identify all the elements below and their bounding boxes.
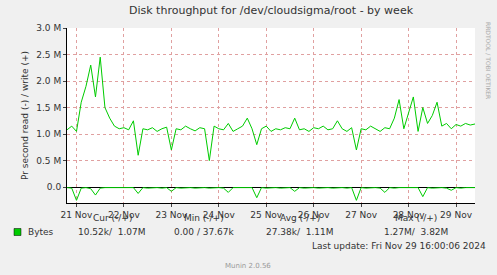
svg-text:0.5 M: 0.5 M — [36, 156, 61, 166]
svg-text:3.0 M: 3.0 M — [36, 23, 61, 33]
svg-text:10.52k/ 1.07M: 10.52k/ 1.07M — [78, 227, 146, 237]
svg-text:2.0 M: 2.0 M — [36, 76, 61, 86]
svg-text:28 Nov: 28 Nov — [393, 210, 426, 220]
svg-text:RRDTOOL / TOBI OETIKER: RRDTOOL / TOBI OETIKER — [485, 22, 492, 99]
svg-text:Munin 2.0.56: Munin 2.0.56 — [225, 262, 271, 270]
svg-text:22 Nov: 22 Nov — [108, 210, 141, 220]
svg-text:0.0: 0.0 — [47, 182, 62, 192]
svg-text:Cur (-/+): Cur (-/+) — [93, 213, 132, 223]
svg-text:1.0 M: 1.0 M — [36, 129, 61, 139]
svg-text:27 Nov: 27 Nov — [345, 210, 378, 220]
svg-text:Avg (-/+): Avg (-/+) — [280, 213, 320, 223]
svg-text:0.00 / 37.67k: 0.00 / 37.67k — [174, 227, 235, 237]
svg-text:25 Nov: 25 Nov — [250, 210, 283, 220]
svg-text:26 Nov: 26 Nov — [298, 210, 331, 220]
svg-text:Min (-/+): Min (-/+) — [184, 213, 224, 223]
svg-text:1.5 M: 1.5 M — [36, 103, 61, 113]
svg-text:Disk throughput for /dev/cloud: Disk throughput for /dev/cloudsigma/root… — [129, 4, 414, 17]
svg-text:Bytes: Bytes — [28, 227, 54, 237]
svg-text:27.38k/ 1.11M: 27.38k/ 1.11M — [266, 227, 334, 237]
svg-text:Max (-/+): Max (-/+) — [395, 213, 437, 223]
svg-text:23 Nov: 23 Nov — [155, 210, 188, 220]
svg-text:Pr second read (-) / write (+): Pr second read (-) / write (+) — [20, 51, 30, 180]
svg-text:29 Nov: 29 Nov — [440, 210, 473, 220]
svg-text:2.5 M: 2.5 M — [36, 50, 61, 60]
svg-text:1.27M/ 3.82M: 1.27M/ 3.82M — [384, 227, 448, 237]
svg-text:21 Nov: 21 Nov — [61, 210, 94, 220]
svg-text:24 Nov: 24 Nov — [203, 210, 236, 220]
svg-text:Last update: Fri Nov 29 16:00:: Last update: Fri Nov 29 16:00:06 2024 — [312, 241, 486, 251]
